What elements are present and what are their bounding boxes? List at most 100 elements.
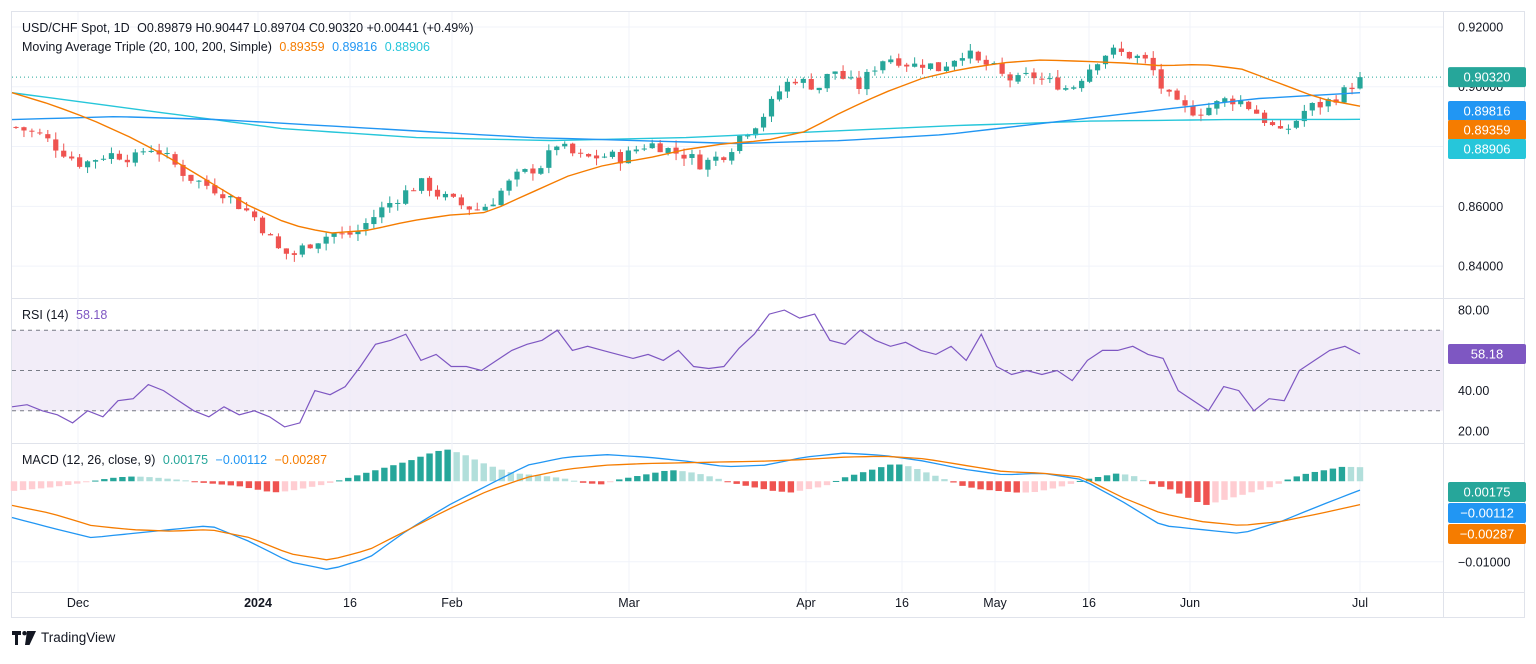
ma20-value: 0.89359	[279, 40, 325, 54]
candle-body	[259, 217, 266, 234]
rsi-tick-label: 40.00	[1458, 384, 1489, 398]
macd-histogram-bar	[462, 455, 469, 482]
candle-body	[466, 206, 472, 210]
macd-histogram-bar	[281, 481, 289, 492]
macd-histogram-bar	[363, 472, 370, 482]
candle-body	[649, 143, 655, 149]
candle-body	[1293, 120, 1299, 128]
candle-body	[29, 130, 35, 132]
badge-ma200-bg	[1448, 139, 1526, 159]
macd-histogram-bar	[950, 481, 957, 483]
candle-body	[578, 152, 584, 154]
candle-body	[617, 152, 624, 164]
candle-body	[593, 155, 600, 159]
macd-histogram-bar	[480, 463, 487, 482]
macd-histogram-bar	[453, 452, 460, 482]
macd-histogram-bar	[1275, 481, 1282, 484]
macd-histogram-bar	[1031, 481, 1038, 493]
macd-histogram-bar	[92, 480, 99, 482]
candle-body	[912, 63, 918, 67]
macd-histogram-bar	[173, 479, 180, 482]
macd-histogram-bar	[1293, 476, 1300, 482]
x-tick-label: Apr	[796, 596, 815, 610]
candle-body	[267, 234, 274, 236]
macd-histogram-bar	[787, 481, 795, 493]
candle-body	[999, 63, 1005, 74]
candle-body	[1166, 89, 1172, 92]
candle-body	[1142, 54, 1148, 59]
x-tick-label: Jul	[1352, 596, 1368, 610]
x-tick-label: 16	[895, 596, 909, 610]
macd-histogram-bar	[1347, 466, 1355, 482]
candle-body	[21, 127, 27, 131]
badge-macd-hist-bg	[1448, 482, 1526, 502]
macd-legend: MACD (12, 26, close, 9) 0.00175 −0.00112…	[22, 453, 331, 467]
macd-histogram-bar	[55, 481, 63, 487]
macd-histogram-bar	[354, 475, 361, 482]
macd-histogram-bar	[381, 467, 388, 482]
candles-group	[13, 41, 1363, 262]
macd-histogram-bar	[697, 474, 704, 482]
candle-body	[776, 91, 783, 100]
macd-histogram-bar	[317, 481, 325, 486]
ma200-value: 0.88906	[384, 40, 430, 54]
macd-histogram-bar	[769, 481, 777, 491]
macd-histogram-bar	[832, 480, 840, 482]
macd-histogram-bar	[10, 481, 18, 491]
macd-histogram-bar	[390, 465, 397, 482]
macd-histogram-bar	[1311, 471, 1319, 482]
candle-body	[1023, 72, 1029, 74]
badge-rsi: 58.18	[1471, 347, 1504, 362]
candle-body	[458, 197, 464, 206]
tradingview-watermark[interactable]: TradingView	[12, 630, 115, 645]
candle-body	[395, 202, 401, 204]
candle-body	[959, 58, 965, 61]
macd-value: −0.00112	[215, 453, 268, 467]
x-tick-label: 2024	[244, 596, 272, 610]
candle-body	[1182, 100, 1188, 106]
x-tick-label: Jun	[1180, 596, 1200, 610]
macd-histogram-bar	[74, 481, 81, 484]
candle-body	[625, 150, 631, 164]
price-tick-label: 0.84000	[1458, 260, 1503, 274]
candle-body	[896, 58, 902, 66]
ma200-line	[11, 92, 1361, 142]
macd-histogram-bar	[336, 480, 343, 482]
candle-body	[1094, 64, 1101, 71]
candle-body	[1055, 77, 1061, 90]
candle-body	[530, 168, 536, 174]
macd-histogram-bar	[850, 474, 858, 482]
x-tick-label: Dec	[67, 596, 89, 610]
macd-histogram-bar	[263, 481, 271, 492]
candle-body	[1246, 101, 1252, 110]
candle-body	[1039, 78, 1045, 80]
macd-histogram-bar	[1121, 474, 1129, 482]
macd-histogram-bar	[507, 472, 515, 482]
candle-body	[1150, 57, 1156, 71]
macd-title: MACD (12, 26, close, 9)	[22, 453, 156, 467]
macd-histogram-bar	[1266, 481, 1273, 488]
macd-histogram-bar	[372, 470, 379, 482]
x-tick-label: 16	[343, 596, 357, 610]
candle-body	[498, 190, 504, 206]
macd-histogram-bar	[1076, 480, 1084, 482]
candle-body	[721, 157, 727, 161]
macd-histogram-bar	[1040, 481, 1048, 491]
candle-body	[1325, 99, 1331, 107]
macd-histogram-bar	[715, 478, 722, 482]
macd-histogram-bar	[1203, 481, 1210, 505]
macd-histogram-bar	[1329, 468, 1337, 482]
candle-body	[37, 132, 43, 134]
macd-histogram-bar	[1194, 481, 1201, 503]
candle-body	[673, 147, 679, 154]
macd-histogram-bar	[399, 462, 406, 482]
candle-body	[1126, 51, 1132, 59]
macd-histogram-bar	[308, 481, 316, 487]
candle-body	[800, 78, 806, 83]
macd-histogram-bar	[1284, 479, 1291, 482]
macd-histogram-bar	[561, 478, 569, 482]
macd-histogram-bar	[28, 481, 36, 490]
macd-histogram-bar	[1139, 479, 1147, 482]
